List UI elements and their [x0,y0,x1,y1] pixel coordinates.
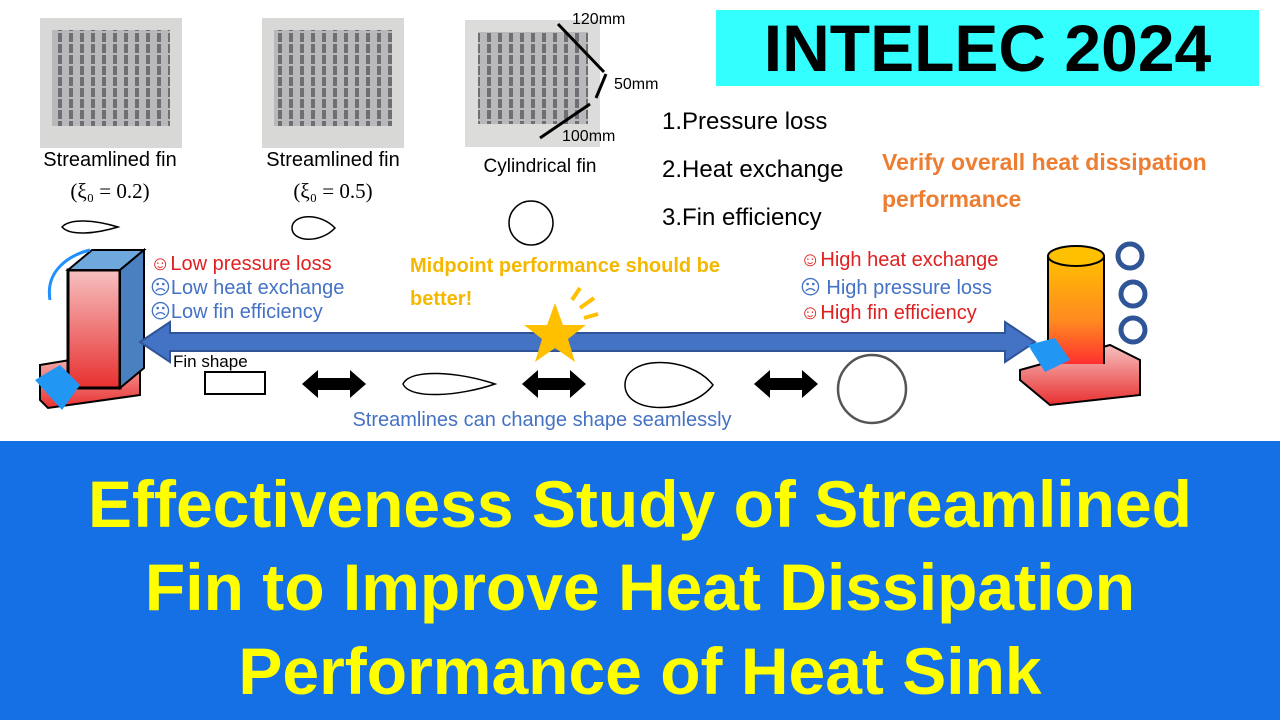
shape-sequence [204,353,908,425]
fin-photos [40,18,600,148]
title-line: Fin to Improve Heat Dissipation [144,550,1136,624]
fin-shape-label: Fin shape [173,352,248,371]
criterion: 2.Heat exchange [662,156,844,183]
title-band: Effectiveness Study of Streamlined Fin t… [0,441,1280,720]
badge-text: INTELEC 2024 [763,11,1212,85]
sample-label: Streamlined fin [266,149,400,171]
trait: ☹ High pressure loss [800,277,993,299]
dimension: 100mm [562,128,616,145]
diagram-graphics [35,18,1148,425]
dimension: 120mm [572,11,626,28]
main-arrow [138,286,1037,364]
criterion: 3.Fin efficiency [662,204,822,231]
dimension-arrows [539,22,608,140]
trait: ☺High fin efficiency [800,302,977,324]
trait: ☹Low heat exchange [150,277,345,299]
trait: ☺Low pressure loss [150,253,332,275]
title-line: Effectiveness Study of Streamlined [88,467,1192,541]
right-heatsink [1019,241,1148,407]
small-shapes [60,200,554,246]
midpoint-note: Midpoint performance should be better! [410,255,721,310]
criterion: 1.Pressure loss [662,108,828,135]
trait: ☹Low fin efficiency [150,301,323,323]
sample-param: (ξ₀ = 0.5) [293,179,373,203]
title-line: Performance of Heat Sink [238,634,1042,708]
sample-label: Cylindrical fin [483,156,597,177]
conference-badge: INTELEC 2024 [716,10,1259,86]
dimension: 50mm [614,76,659,93]
left-heatsink [35,247,147,410]
trait: ☺High heat exchange [800,249,999,271]
sample-label: Streamlined fin [43,149,177,171]
caption: Streamlines can change shape seamlessly [352,409,732,431]
goal: Verify overall heat dissipation performa… [882,149,1207,212]
sample-param: (ξ₀ = 0.2) [70,179,150,203]
